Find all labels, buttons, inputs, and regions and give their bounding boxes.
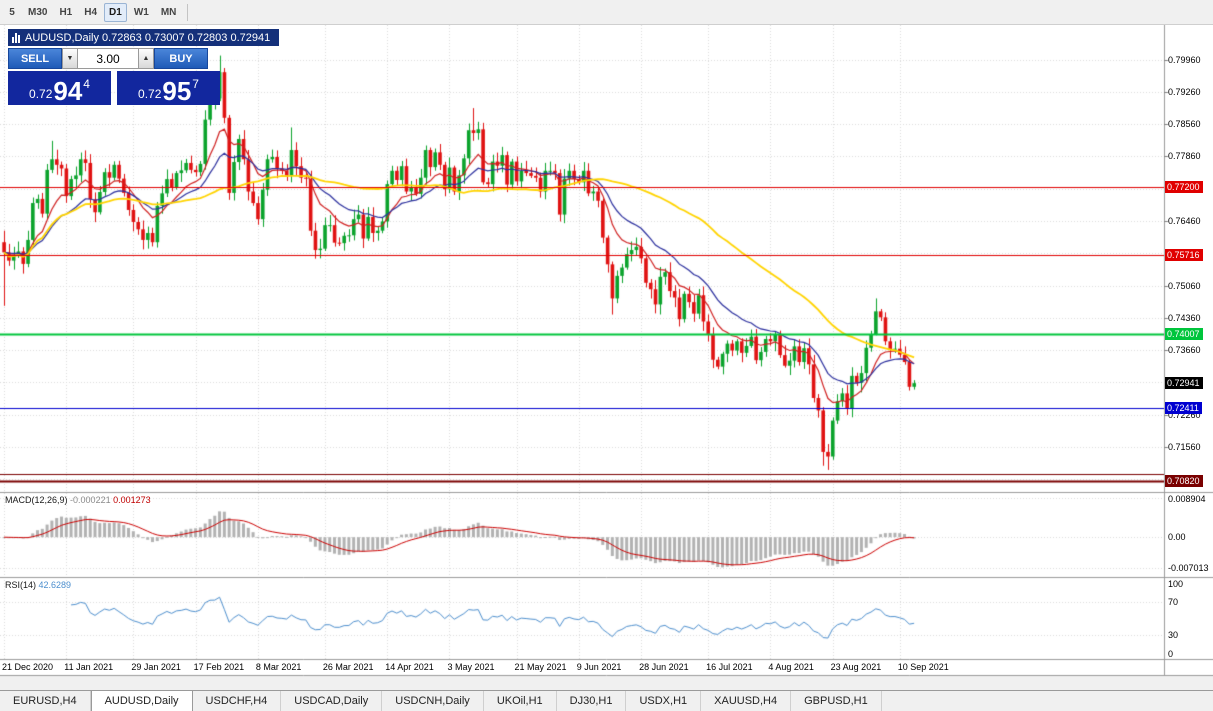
timeframe-button-D1[interactable]: D1: [104, 2, 127, 22]
buy-price-prefix: 0.72: [138, 87, 162, 101]
macd-indicator-label: MACD(12,26,9) -0.000221 0.001273: [5, 495, 151, 505]
x-axis-label: 10 Sep 2021: [897, 662, 949, 672]
x-axis-label: 8 Mar 2021: [255, 662, 302, 672]
level-price-tag[interactable]: 0.75716: [1165, 249, 1203, 262]
macd-axis-label: 0.008904: [1168, 494, 1206, 504]
chart-tab-USDCAD-Daily[interactable]: USDCAD,Daily: [281, 691, 383, 711]
rsi-indicator-label: RSI(14) 42.6289: [5, 580, 71, 590]
timeframe-button-W1[interactable]: W1: [129, 3, 154, 22]
trade-controls-row: SELL ▼ ▲ BUY: [8, 48, 220, 69]
sell-price-sup: 4: [83, 77, 90, 91]
x-axis-label: 16 Jul 2021: [706, 662, 753, 672]
buy-price-big: 95: [162, 76, 192, 106]
timeframe-button-5[interactable]: 5: [3, 3, 21, 22]
x-axis-label: 21 May 2021: [514, 662, 567, 672]
chart-tab-GBPUSD-H1[interactable]: GBPUSD,H1: [791, 691, 882, 711]
rsi-name: RSI(14): [5, 580, 37, 590]
level-price-tag[interactable]: 0.77200: [1165, 180, 1203, 193]
x-axis-label: 26 Mar 2021: [322, 662, 374, 672]
buy-price-button[interactable]: 0.72 95 7: [117, 71, 220, 105]
volume-input[interactable]: [78, 48, 138, 69]
price-axis-label: 0.75060: [1168, 280, 1201, 291]
chart-icon: [12, 32, 20, 43]
chart-tab-USDCHF-H4[interactable]: USDCHF,H4: [193, 691, 282, 711]
price-axis-label: 0.79960: [1168, 54, 1201, 65]
sell-price-big: 94: [53, 76, 83, 106]
sell-price-prefix: 0.72: [29, 87, 53, 101]
chart-tabs-bar: EURUSD,H4 AUDUSD,Daily USDCHF,H4 USDCAD,Dai…: [0, 690, 1213, 711]
chart-canvas[interactable]: [0, 25, 1213, 690]
x-axis-label: 17 Feb 2021: [193, 662, 245, 672]
x-axis-label: 11 Jan 2021: [64, 662, 114, 672]
macd-axis-label: 0.00: [1168, 532, 1186, 543]
chart-tab-USDX-H1[interactable]: USDX,H1: [626, 691, 702, 711]
x-axis-label: 14 Apr 2021: [385, 662, 434, 672]
chevron-down-icon: ▼: [66, 55, 74, 62]
chart-tab-DJ30-H1[interactable]: DJ30,H1: [557, 691, 627, 711]
price-axis-label: 0.74360: [1168, 312, 1201, 323]
chart-tab-UKOil-H1[interactable]: UKOil,H1: [484, 691, 557, 711]
level-price-tag[interactable]: 0.72411: [1165, 401, 1202, 414]
current-price-tag: 0.72941: [1165, 377, 1203, 390]
chart-tab-USDCNH-Daily[interactable]: USDCNH,Daily: [382, 691, 484, 711]
sell-price-button[interactable]: 0.72 94 4: [8, 71, 111, 105]
macd-axis-label: -0.007013: [1168, 562, 1209, 573]
macd-name: MACD(12,26,9): [5, 495, 68, 505]
timeframe-button-H4[interactable]: H4: [79, 3, 102, 22]
chart-tab-XAUUSD-H4[interactable]: XAUUSD,H4: [701, 691, 792, 711]
volume-decrease-button[interactable]: ▼: [62, 48, 78, 69]
price-axis-label: 0.73660: [1168, 345, 1201, 356]
chart-tab-EURUSD-H4[interactable]: EURUSD,H4: [0, 691, 91, 711]
x-axis-label: 23 Aug 2021: [830, 662, 882, 672]
price-axis-label: 0.77860: [1168, 151, 1201, 162]
price-axis-label: 0.71560: [1168, 441, 1201, 452]
sell-button[interactable]: SELL: [8, 48, 62, 69]
chart-title-bar: AUDUSD,Daily 0.72863 0.73007 0.72803 0.7…: [8, 29, 280, 46]
timeframe-button-M30[interactable]: M30: [23, 3, 52, 22]
chevron-up-icon: ▲: [142, 55, 150, 62]
level-price-tag[interactable]: 0.70820: [1165, 474, 1203, 487]
volume-increase-button[interactable]: ▲: [138, 48, 154, 69]
x-axis-label: 21 Dec 2020: [2, 662, 54, 672]
chart-tab-AUDUSD-Daily[interactable]: AUDUSD,Daily: [90, 691, 193, 711]
toolbar-separator: [187, 3, 189, 21]
price-axis-label: 0.78560: [1168, 119, 1201, 130]
rsi-axis-label: 0: [1168, 649, 1174, 659]
trade-prices-row: 0.72 94 4 0.72 95 7: [8, 71, 220, 105]
x-axis-label: 4 Aug 2021: [768, 662, 814, 672]
macd-value: -0.000221: [70, 495, 111, 505]
buy-button[interactable]: BUY: [154, 48, 208, 69]
timeframe-button-H1[interactable]: H1: [54, 3, 77, 22]
x-axis-label: 9 Jun 2021: [576, 662, 622, 672]
price-axis-label: 0.72260: [1168, 409, 1201, 420]
buy-price-sup: 7: [192, 77, 199, 91]
rsi-value: 42.6289: [38, 580, 72, 590]
timeframe-toolbar: 5 M30 H1 H4 D1 W1 MN: [0, 0, 1213, 25]
price-axis-label: 0.76460: [1168, 216, 1201, 227]
level-price-tag[interactable]: 0.74007: [1165, 328, 1203, 341]
x-axis-label: 28 Jun 2021: [639, 662, 689, 672]
price-axis-label: 0.79260: [1168, 86, 1201, 97]
macd-signal-value: 0.001273: [113, 495, 151, 505]
timeframe-button-MN[interactable]: MN: [156, 3, 182, 22]
x-axis-label: 3 May 2021: [447, 662, 495, 672]
rsi-axis-label: 70: [1168, 597, 1179, 608]
rsi-axis-label: 30: [1168, 629, 1179, 640]
x-axis-label: 29 Jan 2021: [131, 662, 181, 672]
rsi-axis-label: 100: [1168, 579, 1184, 589]
chart-title: AUDUSD,Daily 0.72863 0.73007 0.72803 0.7…: [25, 31, 271, 44]
